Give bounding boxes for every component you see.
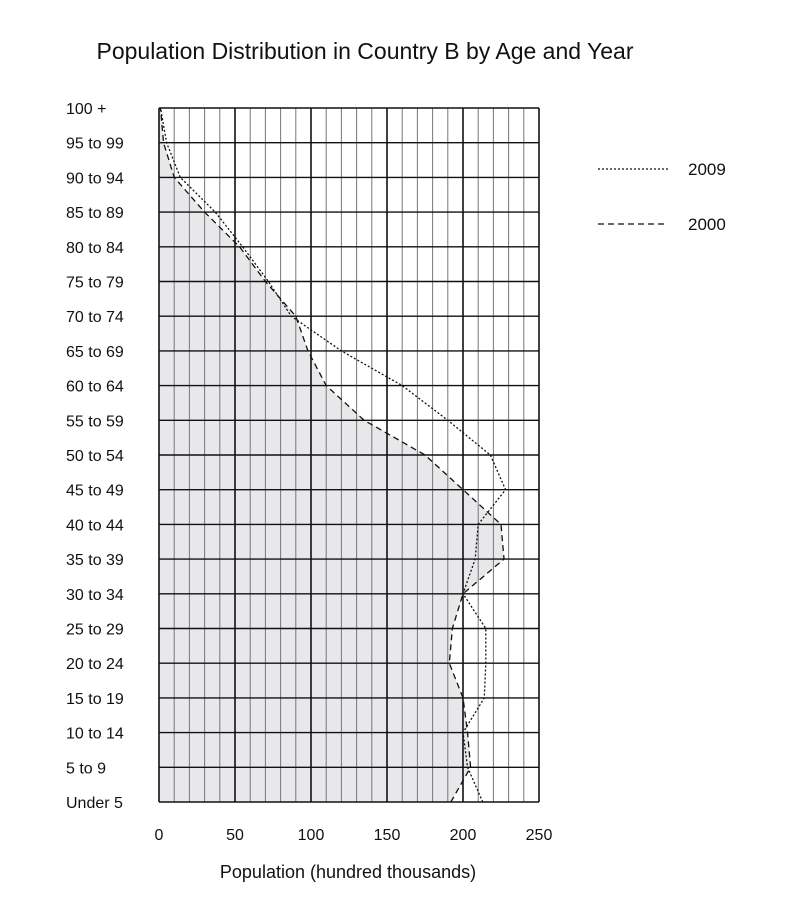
y-tick-label: 80 to 84 bbox=[66, 240, 124, 257]
legend-label-2009: 2009 bbox=[688, 160, 726, 179]
y-tick-label: 90 to 94 bbox=[66, 170, 124, 187]
y-tick-label: 100 + bbox=[66, 101, 106, 118]
y-tick-label: 20 to 24 bbox=[66, 656, 124, 673]
x-tick-label: 150 bbox=[374, 827, 401, 844]
y-tick-label: Under 5 bbox=[66, 795, 123, 812]
x-tick-label: 200 bbox=[450, 827, 477, 844]
legend-label-2000: 2000 bbox=[688, 215, 726, 234]
series-line-2009 bbox=[159, 107, 507, 803]
x-tick-label: 50 bbox=[226, 827, 244, 844]
y-tick-label: 50 to 54 bbox=[66, 448, 124, 465]
y-tick-label: 60 to 64 bbox=[66, 379, 124, 396]
series-lines bbox=[159, 107, 507, 803]
x-tick-label: 100 bbox=[298, 827, 325, 844]
chart-title: Population Distribution in Country B by … bbox=[96, 38, 634, 64]
y-tick-labels: Under 5 5 to 9 10 to 14 15 to 19 20 to 24 25 … bbox=[66, 101, 124, 812]
y-tick-label: 40 to 44 bbox=[66, 517, 124, 534]
y-tick-label: 35 to 39 bbox=[66, 552, 124, 569]
x-tick-labels: 0 50 100 150 200 250 bbox=[155, 827, 553, 844]
major-gridlines bbox=[158, 107, 540, 803]
y-tick-label: 30 to 34 bbox=[66, 587, 124, 604]
y-tick-label: 45 to 49 bbox=[66, 483, 124, 500]
legend: 2009 2000 bbox=[598, 160, 726, 234]
series-line-2000 bbox=[159, 107, 505, 803]
y-tick-label: 5 to 9 bbox=[66, 760, 106, 777]
y-tick-label: 70 to 74 bbox=[66, 309, 124, 326]
x-tick-label: 250 bbox=[526, 827, 553, 844]
x-tick-label: 0 bbox=[155, 827, 164, 844]
y-tick-label: 15 to 19 bbox=[66, 691, 124, 708]
y-tick-label: 95 to 99 bbox=[66, 136, 124, 153]
y-tick-label: 75 to 79 bbox=[66, 275, 124, 292]
y-tick-label: 65 to 69 bbox=[66, 344, 124, 361]
y-tick-label: 10 to 14 bbox=[66, 726, 124, 743]
x-axis-label: Population (hundred thousands) bbox=[220, 862, 476, 882]
y-tick-label: 25 to 29 bbox=[66, 622, 124, 639]
y-tick-label: 85 to 89 bbox=[66, 205, 124, 222]
y-tick-label: 55 to 59 bbox=[66, 413, 124, 430]
